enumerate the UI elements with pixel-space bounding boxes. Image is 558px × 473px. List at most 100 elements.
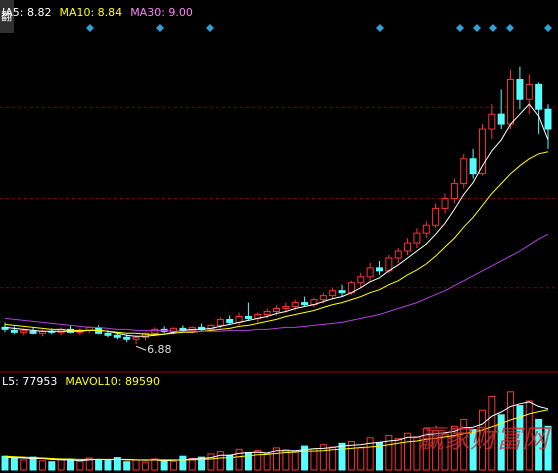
volume-bar [469, 429, 477, 471]
ma-line [4, 409, 549, 461]
volume-bar [10, 458, 18, 471]
candle-body [450, 183, 458, 199]
volume-bar [544, 425, 552, 471]
candle-body [375, 267, 383, 272]
volume-bar [291, 451, 299, 471]
volume-bar [310, 448, 318, 471]
volume-bar [338, 442, 346, 471]
volume-bar [347, 440, 355, 471]
candle-body [301, 302, 309, 306]
volume-bar [366, 437, 374, 471]
volume-bar [235, 448, 243, 471]
candle-body [497, 113, 505, 125]
candle-body [319, 295, 327, 301]
ma-line [4, 233, 549, 332]
annotation-label: 6.88 [147, 343, 172, 356]
volume-bar [525, 400, 533, 471]
candle-body [516, 78, 524, 100]
candle-body [525, 83, 533, 100]
legend-entry: L5: 77953 [2, 375, 57, 388]
candle-body [404, 242, 412, 252]
volume-bar [460, 418, 468, 471]
volume-bar [151, 458, 159, 471]
volume-bar [301, 445, 309, 471]
volume-bar [141, 461, 149, 471]
candle-body [338, 290, 346, 294]
volume-bar [132, 459, 140, 471]
marker [544, 24, 552, 32]
volume-bar [254, 450, 262, 471]
candle-body [413, 232, 421, 244]
volume-bar [385, 435, 393, 471]
candle-body [10, 329, 18, 333]
candle-body [282, 306, 290, 310]
marker [506, 24, 514, 32]
candle-body [188, 326, 196, 331]
watermark: 赢家财富网 [418, 425, 551, 455]
candle-body [357, 276, 365, 284]
volume-bar [57, 458, 65, 471]
marker [376, 24, 384, 32]
volume-bar [404, 432, 412, 471]
volume-bar [207, 453, 215, 471]
ma-line [4, 151, 549, 335]
candle-body [507, 78, 515, 125]
candle-body [244, 315, 252, 319]
candle-body [432, 207, 440, 226]
marker [156, 24, 164, 32]
volume-bar [357, 447, 365, 471]
marker [456, 24, 464, 32]
candle-body [1, 326, 9, 330]
volume-bar [263, 452, 271, 471]
volume-bar [450, 425, 458, 471]
candle-body [488, 113, 496, 130]
marker [489, 24, 497, 32]
candle-body [366, 267, 374, 278]
volume-bar [441, 433, 449, 471]
volume-bar [76, 460, 84, 471]
volume-bar [113, 457, 121, 471]
volume-bar [20, 459, 28, 471]
volume-bar [516, 405, 524, 471]
candle-body [226, 318, 234, 323]
volume-bar [319, 444, 327, 471]
volume-bar [179, 455, 187, 471]
candle-body [141, 332, 149, 338]
legend-entry: IA5: 8.82 [2, 6, 51, 19]
candle-body [29, 330, 37, 334]
candle-body [544, 108, 552, 130]
legend-entry: MA30: 9.00 [130, 6, 193, 19]
volume-bar [1, 455, 9, 471]
volume-bar [535, 418, 543, 471]
candle-body [151, 328, 159, 334]
volume-bar [216, 451, 224, 471]
volume-bar [273, 447, 280, 471]
candle-body [104, 332, 112, 336]
annotation-arrow [135, 345, 147, 351]
candle-body [273, 308, 280, 313]
volume-bar [29, 456, 37, 471]
volume-bar [478, 409, 486, 471]
volume-bar [170, 460, 178, 471]
volume-bar [497, 414, 505, 471]
candle-body [422, 224, 430, 234]
volume-bar [422, 428, 430, 471]
candle-body [113, 334, 121, 338]
candle-body [123, 336, 131, 340]
volume-bar [67, 459, 75, 471]
badge: 翻 [1, 9, 12, 23]
candle-body [469, 158, 477, 175]
candle-body [460, 158, 468, 185]
candle-body [132, 336, 140, 340]
volume-bar [123, 461, 131, 471]
legend-entry: MA10: 8.84 [59, 6, 122, 19]
volume-bar [394, 438, 402, 471]
candle-body [20, 329, 28, 333]
marker [473, 24, 481, 32]
candle-body [216, 318, 224, 326]
badge-box [0, 0, 14, 33]
candle-body [478, 128, 486, 175]
